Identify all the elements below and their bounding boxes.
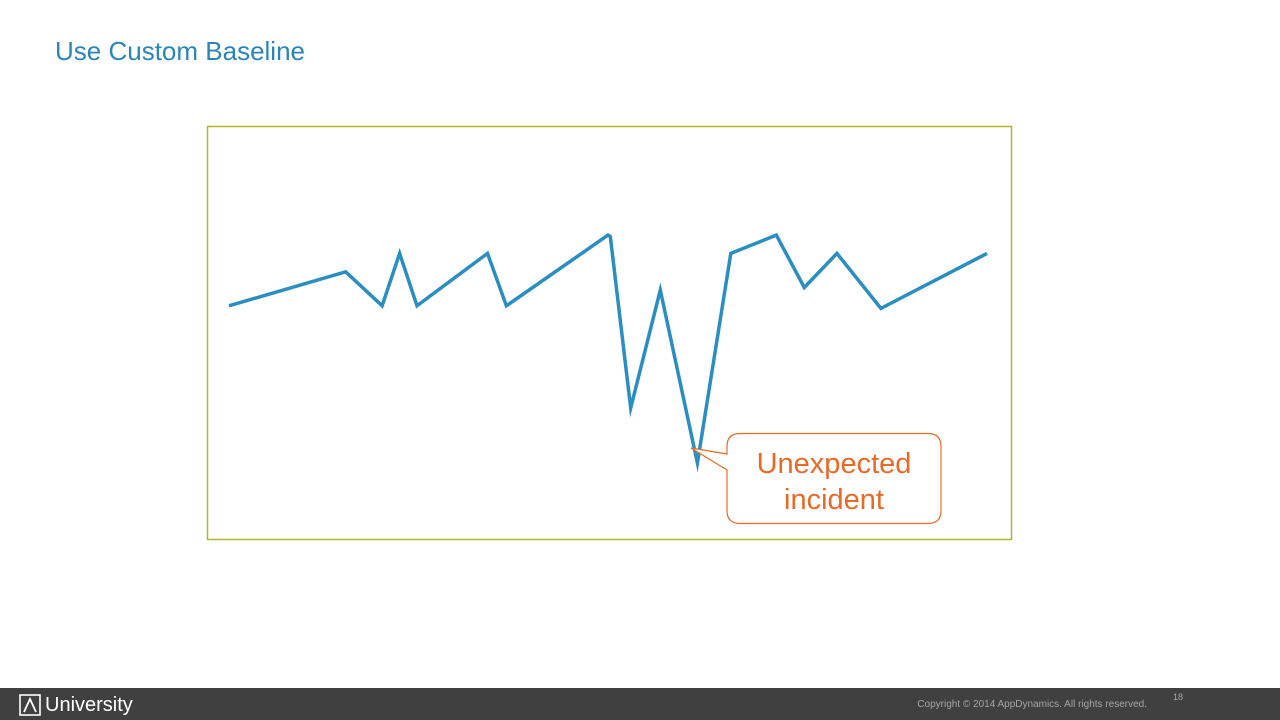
university-logo: University bbox=[19, 694, 133, 716]
copyright-notice: Copyright © 2014 AppDynamics. All rights… bbox=[917, 699, 1147, 710]
callout-line-2: incident bbox=[784, 484, 884, 516]
incident-callout: Unexpected incident bbox=[690, 432, 942, 525]
baseline-chart: Unexpected incident bbox=[206, 125, 1013, 541]
line-layer bbox=[228, 232, 988, 473]
callout-bubble bbox=[690, 432, 942, 525]
footer: University Copyright © 2014 AppDynamics.… bbox=[0, 688, 1280, 720]
brand-name: University bbox=[45, 694, 133, 716]
slide-title: Use Custom Baseline bbox=[55, 36, 305, 66]
callout-line-1: Unexpected bbox=[757, 448, 912, 480]
page-number: 18 bbox=[1173, 692, 1184, 702]
appdynamics-logo-icon bbox=[19, 694, 41, 716]
chart-frame bbox=[206, 125, 1013, 541]
baseline-series-line bbox=[228, 232, 988, 473]
